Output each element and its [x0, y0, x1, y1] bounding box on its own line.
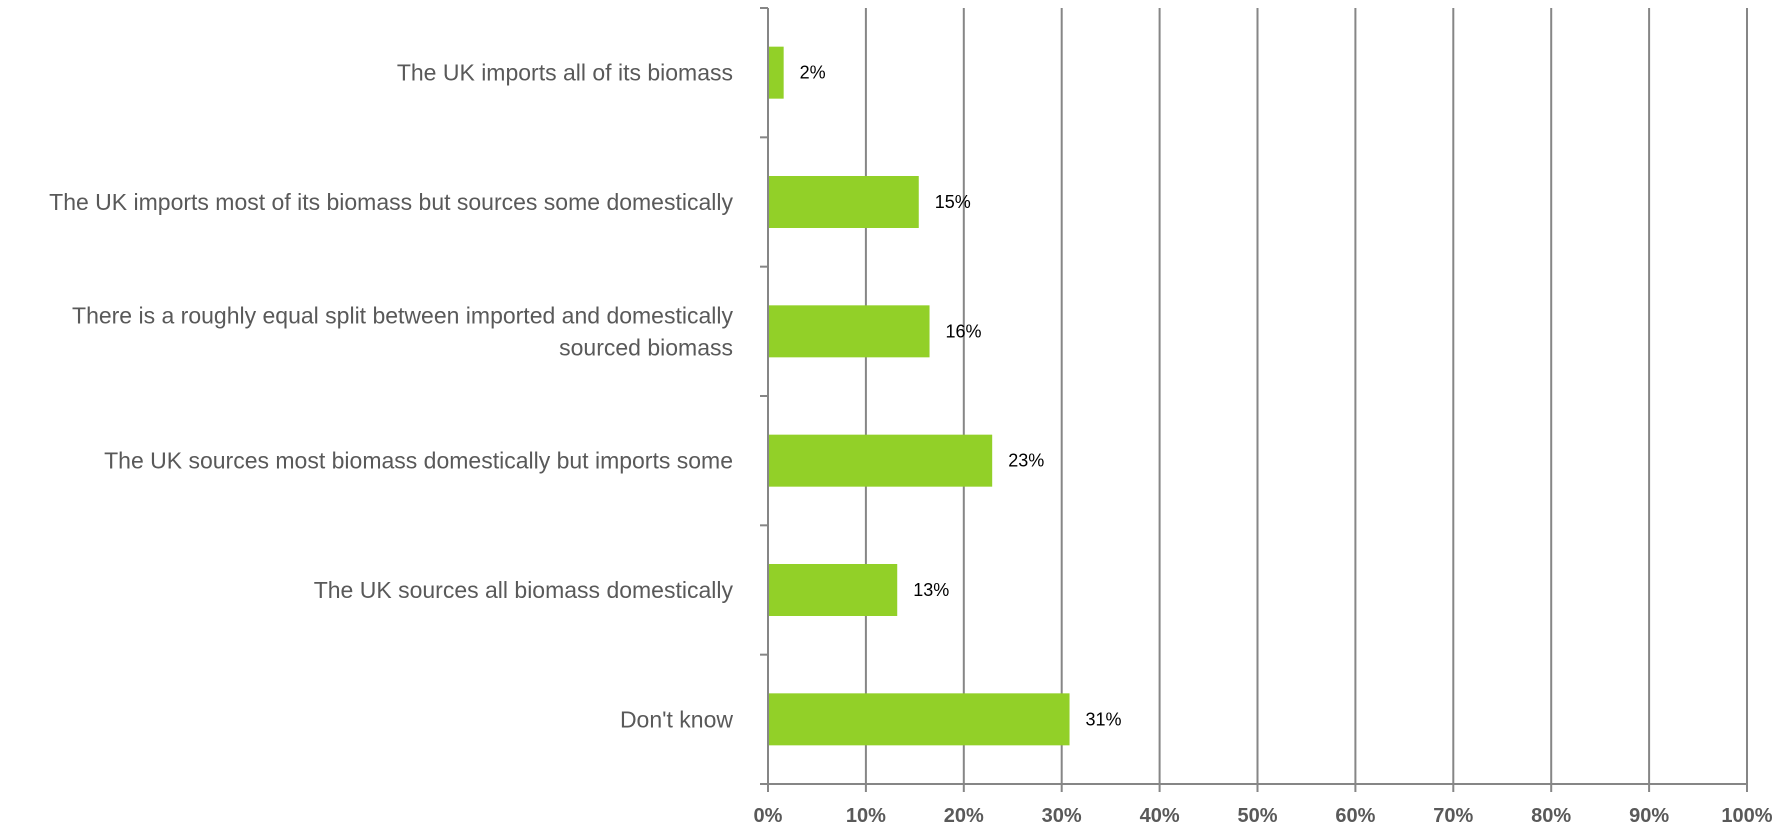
category-label: There is a roughly equal split between i…	[72, 302, 733, 360]
x-tick-label: 10%	[846, 805, 886, 826]
data-labels: 2% 15% 16% 23% 13% 31%	[800, 63, 1122, 730]
bar	[768, 46, 784, 99]
bar	[768, 693, 1070, 746]
bar	[768, 176, 919, 228]
bar	[768, 434, 993, 487]
data-label: 23%	[1008, 451, 1044, 471]
x-tick-label: 40%	[1140, 805, 1180, 826]
x-tick-label: 0%	[754, 805, 783, 826]
data-label: 16%	[946, 321, 982, 341]
x-tick-label: 30%	[1042, 805, 1082, 826]
category-labels: The UK imports all of its biomass The UK …	[49, 60, 733, 733]
x-tick-label: 50%	[1237, 805, 1277, 826]
x-tick-label: 70%	[1433, 805, 1473, 826]
category-label: The UK imports most of its biomass but s…	[49, 189, 733, 215]
x-tick-labels: 0% 10% 20% 30% 40% 50% 60% 70% 80% 90% 100%	[754, 805, 1773, 826]
x-tick-label: 20%	[944, 805, 984, 826]
category-label: The UK sources most biomass domestically…	[104, 448, 733, 474]
bar	[768, 564, 898, 616]
category-label: The UK imports all of its biomass	[397, 60, 733, 86]
data-label: 2%	[800, 63, 826, 83]
x-tick-label: 80%	[1531, 805, 1571, 826]
x-tick-label: 60%	[1335, 805, 1375, 826]
x-tick-label: 90%	[1629, 805, 1669, 826]
data-label: 13%	[913, 580, 949, 600]
x-tick-label: 100%	[1721, 805, 1772, 826]
category-label: Don't know	[620, 706, 733, 732]
category-label: The UK sources all biomass domestically	[314, 577, 734, 603]
gridlines	[767, 8, 1748, 792]
bar	[768, 305, 930, 358]
bars	[768, 46, 1070, 746]
data-label: 31%	[1086, 709, 1122, 729]
axes	[760, 7, 1747, 785]
data-label: 15%	[935, 192, 971, 212]
